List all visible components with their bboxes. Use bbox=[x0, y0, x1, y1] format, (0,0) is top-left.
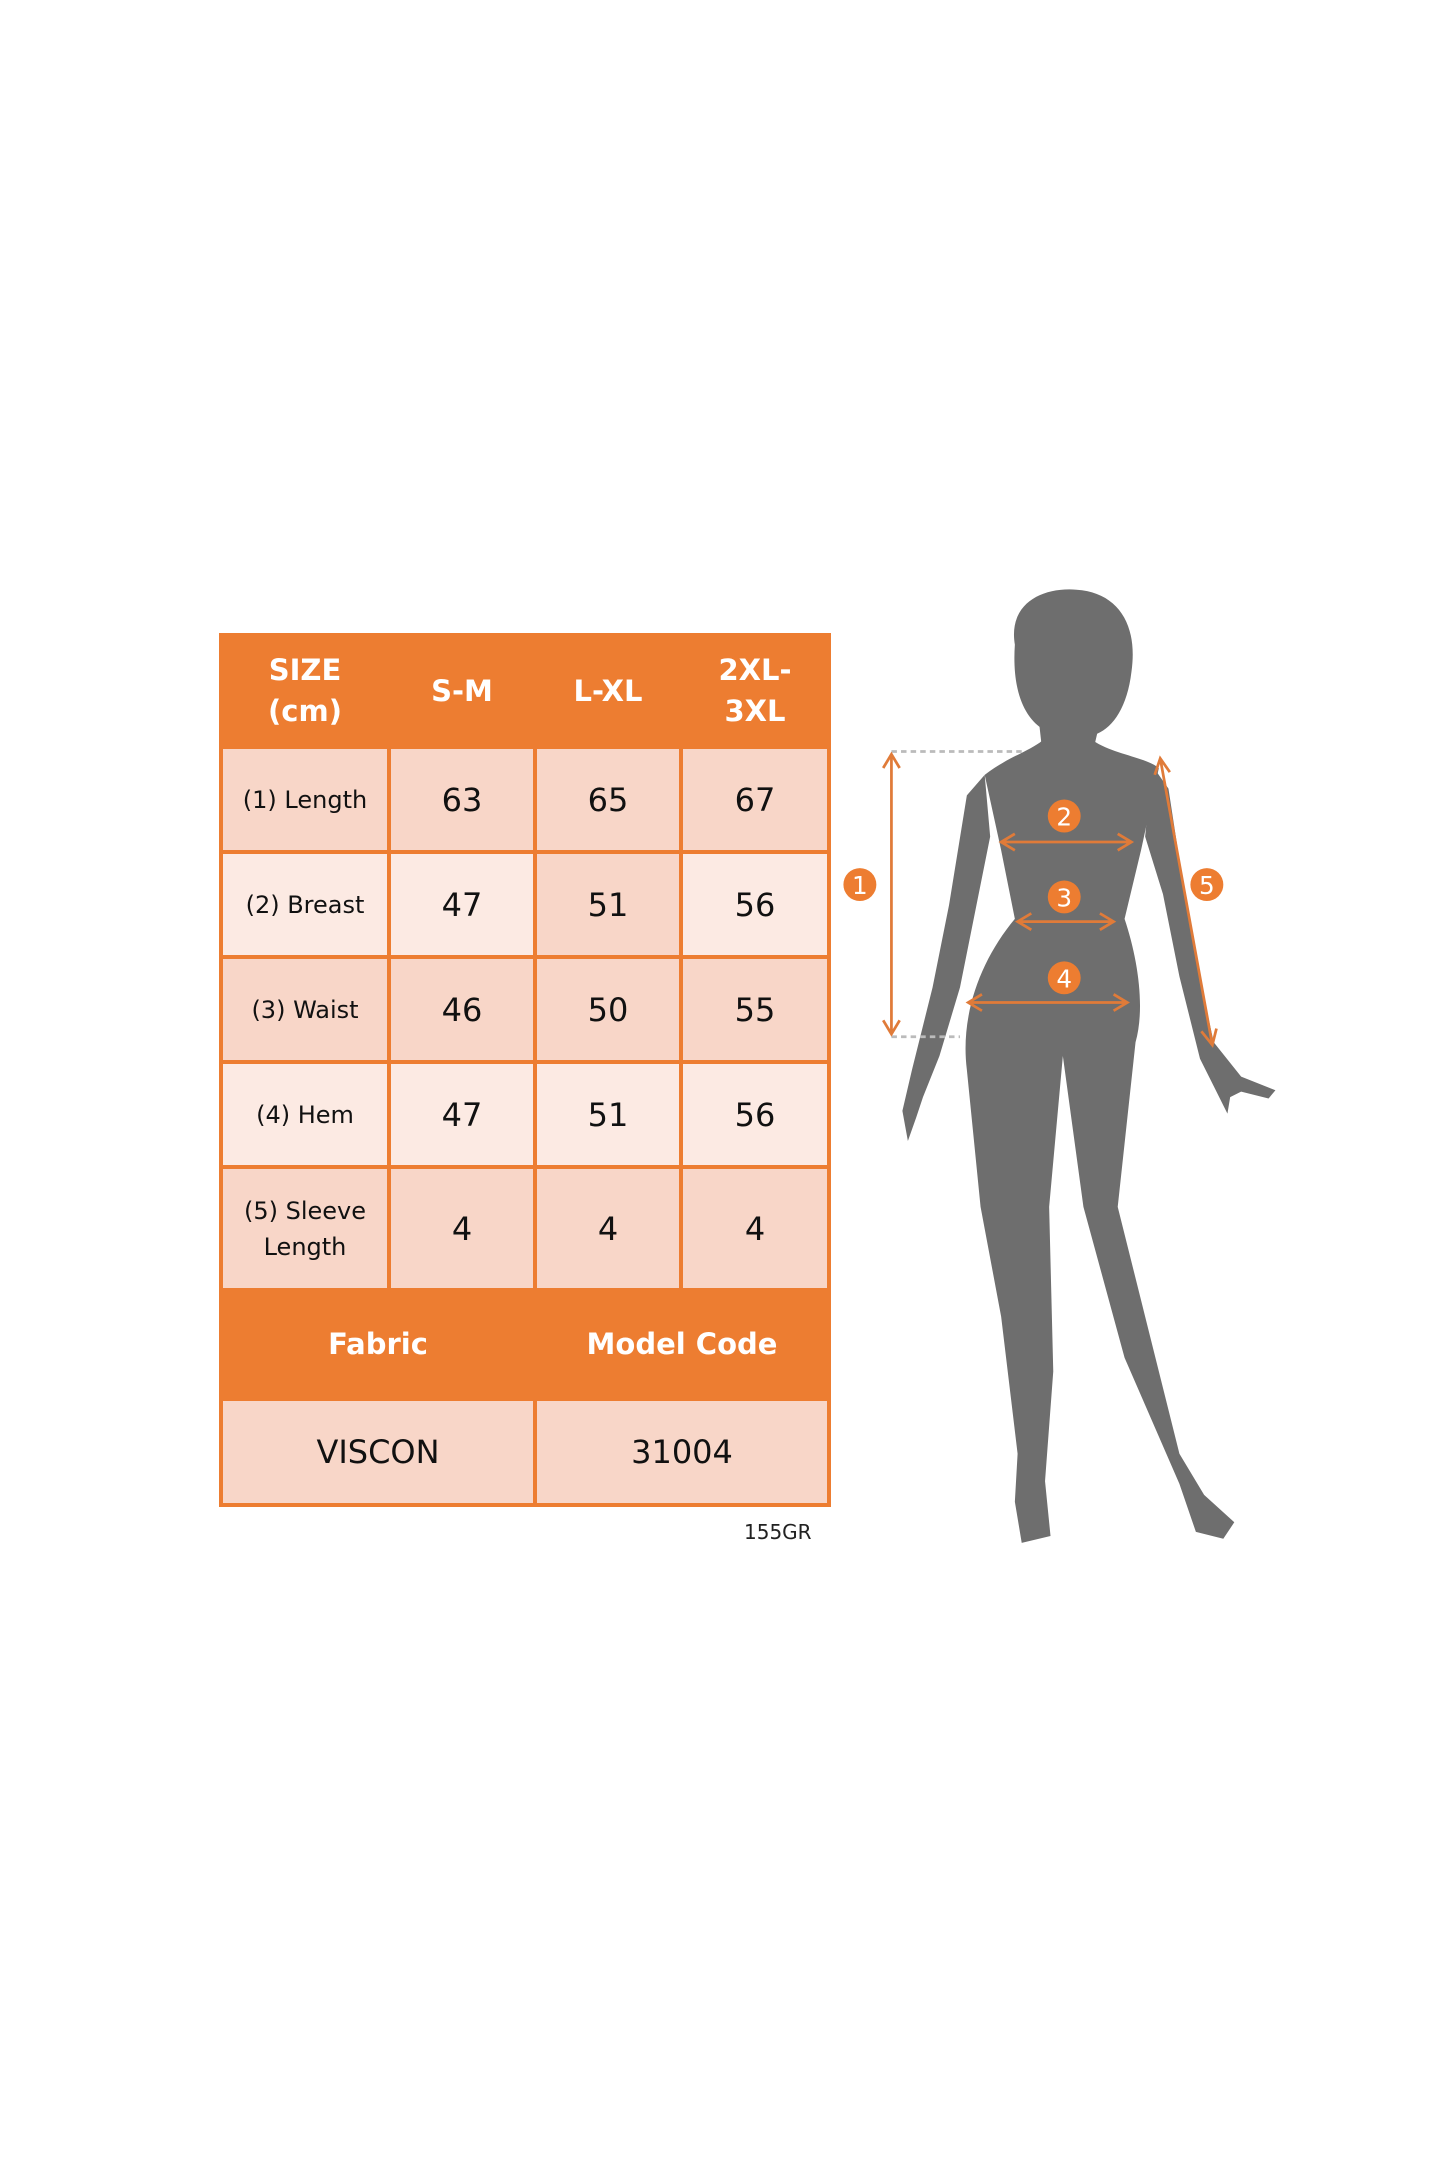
cell-value: 47 bbox=[387, 850, 537, 959]
marker-4-icon: 4 bbox=[1047, 961, 1081, 995]
table-row: (3) Waist 46 50 55 bbox=[219, 955, 831, 1064]
cell-value: 63 bbox=[387, 745, 537, 854]
row-label: (3) Waist bbox=[219, 955, 391, 1064]
svg-text:3: 3 bbox=[1056, 884, 1072, 913]
size-header: SIZE (cm) bbox=[219, 633, 391, 749]
svg-text:4: 4 bbox=[1056, 964, 1072, 993]
table-row: (4) Hem 47 51 56 bbox=[219, 1060, 831, 1169]
cell-value: 50 bbox=[533, 955, 683, 1064]
model-code-header: Model Code bbox=[533, 1288, 831, 1401]
size-chart-table: SIZE (cm) S-M L-XL 2XL- 3XL (1) Length 6… bbox=[219, 633, 831, 1507]
measurement-lines bbox=[882, 750, 1218, 1049]
table-row: (5) Sleeve Length 4 4 4 bbox=[219, 1165, 831, 1292]
fabric-header: Fabric bbox=[219, 1288, 537, 1401]
size-2xl-3xl-header: 2XL- 3XL bbox=[679, 633, 831, 749]
header-row: SIZE (cm) S-M L-XL 2XL- 3XL bbox=[219, 633, 831, 749]
cell-value: 4 bbox=[387, 1165, 537, 1292]
marker-2-icon: 2 bbox=[1047, 799, 1081, 833]
table-row: (2) Breast 47 51 56 bbox=[219, 850, 831, 959]
cell-value: 55 bbox=[679, 955, 831, 1064]
cell-value: 65 bbox=[533, 745, 683, 854]
cell-value: 56 bbox=[679, 850, 831, 959]
cell-value: 67 bbox=[679, 745, 831, 854]
cell-value: 47 bbox=[387, 1060, 537, 1169]
cell-value: 4 bbox=[679, 1165, 831, 1292]
silhouette bbox=[902, 589, 1276, 1543]
footer-value-row: VISCON 31004 bbox=[219, 1397, 831, 1507]
cell-value: 51 bbox=[533, 1060, 683, 1169]
marker-3-icon: 3 bbox=[1047, 880, 1081, 914]
cell-value: 46 bbox=[387, 955, 537, 1064]
row-label: (2) Breast bbox=[219, 850, 391, 959]
svg-text:5: 5 bbox=[1199, 871, 1215, 900]
size-s-m-header: S-M bbox=[387, 633, 537, 749]
svg-text:1: 1 bbox=[852, 871, 868, 900]
row-label: (1) Length bbox=[219, 745, 391, 854]
cell-value: 51 bbox=[533, 850, 683, 959]
marker-5-icon: 5 bbox=[1190, 868, 1224, 902]
model-code-value: 31004 bbox=[533, 1397, 831, 1507]
fabric-value: VISCON bbox=[219, 1397, 537, 1507]
cell-value: 4 bbox=[533, 1165, 683, 1292]
table-row: (1) Length 63 65 67 bbox=[219, 745, 831, 854]
row-label: (5) Sleeve Length bbox=[219, 1165, 391, 1292]
weight-label: 155GR bbox=[744, 1520, 812, 1544]
svg-text:2: 2 bbox=[1056, 803, 1072, 832]
footer-header-row: Fabric Model Code bbox=[219, 1288, 831, 1401]
marker-1-icon: 1 bbox=[843, 868, 877, 902]
row-label: (4) Hem bbox=[219, 1060, 391, 1169]
size-l-xl-header: L-XL bbox=[533, 633, 683, 749]
cell-value: 56 bbox=[679, 1060, 831, 1169]
